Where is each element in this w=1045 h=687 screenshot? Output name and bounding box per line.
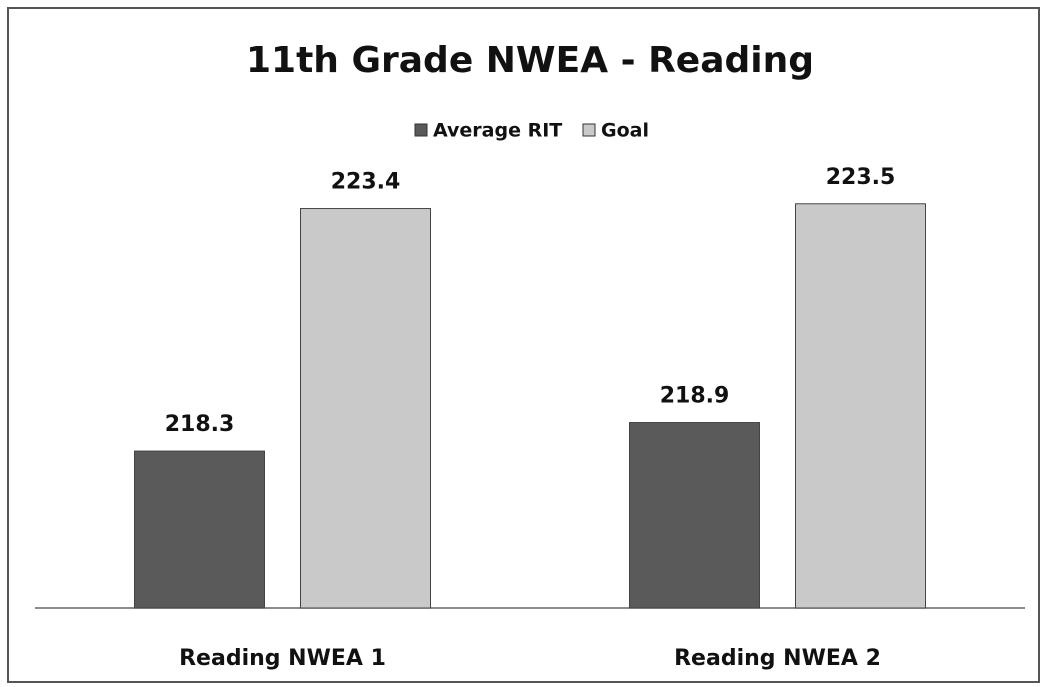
data-label: 223.4 <box>331 170 401 195</box>
bar <box>629 422 760 609</box>
x-tick-label: Reading NWEA 2 <box>674 646 881 671</box>
legend-label: Goal <box>601 120 649 142</box>
x-tick-label: Reading NWEA 1 <box>179 646 386 671</box>
legend-swatch <box>414 123 428 137</box>
data-label: 223.5 <box>826 165 896 190</box>
legend-swatch <box>582 123 596 137</box>
data-label: 218.9 <box>660 384 730 409</box>
bar <box>795 203 926 609</box>
data-label: 218.3 <box>165 412 235 437</box>
bar <box>300 208 431 609</box>
chart-title: 11th Grade NWEA - Reading <box>246 40 814 81</box>
bar <box>134 450 265 609</box>
legend-label: Average RIT <box>433 120 562 142</box>
